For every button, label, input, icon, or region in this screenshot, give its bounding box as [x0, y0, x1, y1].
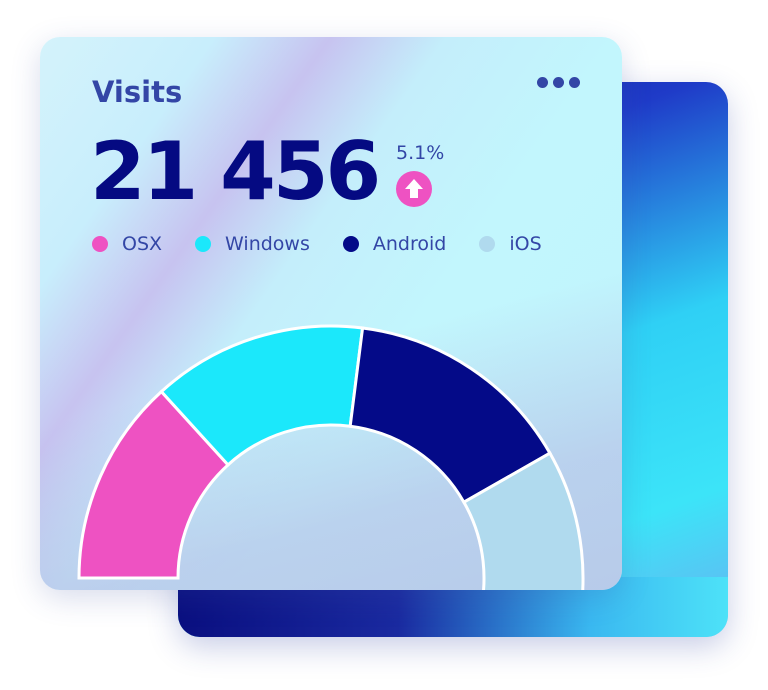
legend-item-android: Android	[342, 233, 447, 255]
chart-legend: OSX Windows Android iOS	[92, 233, 575, 255]
donut-chart	[77, 324, 585, 590]
legend-label: OSX	[122, 233, 163, 255]
slice-ios	[461, 451, 585, 590]
card-title: Visits	[92, 75, 183, 109]
legend-label: Windows	[225, 233, 310, 255]
change-percent: 5.1%	[396, 142, 445, 164]
legend-dot	[479, 236, 496, 252]
legend-item-ios: iOS	[479, 233, 542, 255]
legend-dot	[195, 236, 212, 252]
arrow-up-icon	[396, 171, 432, 207]
visits-value: 21 456	[90, 125, 381, 218]
visits-card: Visits 21 456 5.1% OSX Windows Android i…	[40, 37, 622, 590]
legend-label: Android	[372, 233, 447, 255]
legend-dot	[342, 236, 359, 252]
legend-item-osx: OSX	[92, 233, 162, 255]
legend-label: iOS	[509, 233, 542, 255]
legend-item-windows: Windows	[195, 233, 310, 255]
more-options-icon[interactable]	[537, 77, 580, 88]
legend-dot	[92, 236, 108, 252]
